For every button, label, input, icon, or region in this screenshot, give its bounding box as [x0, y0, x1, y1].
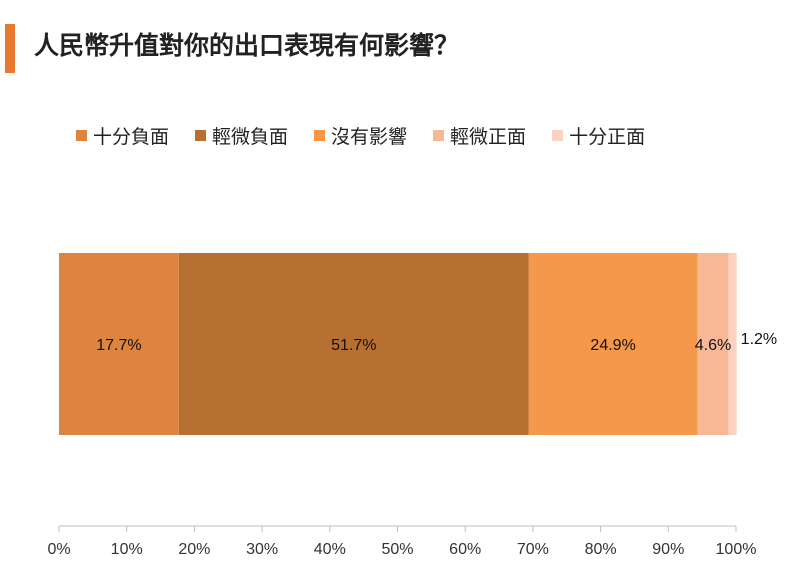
legend-label-slightly-negative: 輕微負面	[212, 125, 289, 148]
legend-item-slightly-positive: 輕微正面	[433, 122, 526, 149]
data-label-1: 51.7%	[331, 337, 376, 354]
data-label-2: 24.9%	[590, 337, 635, 354]
legend-label-very-negative: 十分負面	[93, 125, 170, 148]
legend-label-slightly-positive: 輕微正面	[450, 125, 527, 148]
title-accent-bar	[5, 24, 15, 73]
data-label-3: 4.6%	[695, 337, 731, 354]
bar-segment-1	[178, 253, 529, 435]
bar-segment-4	[728, 253, 737, 435]
legend-item-very-negative: 十分負面	[76, 122, 169, 149]
legend-item-very-positive: 十分正面	[552, 122, 645, 149]
x-tick-label-0: 0%	[47, 541, 70, 558]
bar-segment-0	[59, 253, 179, 435]
x-tick-label-7: 70%	[517, 541, 549, 558]
chart-title: 人民幣升值對你的出口表現有何影響？	[34, 31, 460, 60]
legend-swatch-slightly-negative	[195, 129, 207, 141]
bar-segment-3	[697, 253, 729, 435]
legend-swatch-very-negative	[76, 129, 87, 141]
legend-swatch-slightly-positive	[433, 129, 445, 141]
x-tick-label-1: 10%	[111, 541, 143, 558]
legend-swatch-no-impact	[314, 129, 326, 141]
legend-item-no-impact: 沒有影響	[314, 122, 407, 149]
legend-label-no-impact: 沒有影響	[331, 125, 408, 148]
x-tick-label-6: 60%	[449, 541, 481, 558]
chart-legend: 十分負面 輕微負面 沒有影響 輕微正面 十分正面	[76, 122, 671, 148]
x-tick-label-5: 50%	[381, 541, 413, 558]
x-tick-label-9: 90%	[652, 541, 684, 558]
x-tick-label-8: 80%	[585, 541, 617, 558]
legend-label-very-positive: 十分正面	[569, 125, 646, 148]
x-tick-label-3: 30%	[246, 541, 278, 558]
x-tick-label-4: 40%	[314, 541, 346, 558]
legend-item-slightly-negative: 輕微負面	[195, 122, 288, 149]
legend-swatch-very-positive	[552, 129, 564, 141]
data-label-0: 17.7%	[96, 337, 141, 354]
data-label-4: 1.2%	[741, 331, 777, 348]
bar-segment-2	[528, 253, 698, 435]
x-tick-label-10: 100%	[716, 541, 757, 558]
x-tick-label-2: 20%	[178, 541, 210, 558]
